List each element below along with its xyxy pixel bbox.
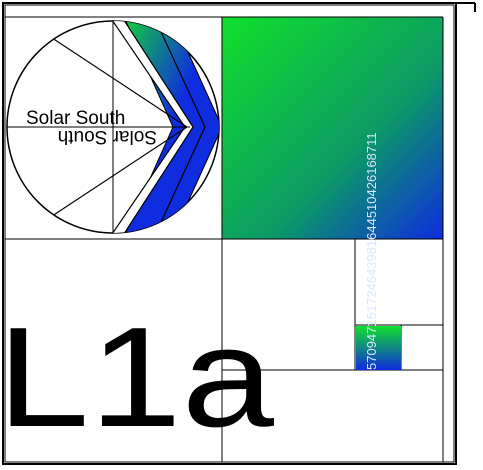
- mark-text: L1a: [0, 298, 274, 457]
- gradient-square: [222, 17, 443, 239]
- label-inverted: Solar South: [58, 126, 157, 147]
- serial-number: 570947151724643981644510426168711: [364, 132, 379, 370]
- gradient-small-square: [356, 326, 401, 370]
- label-upright: Solar South: [26, 108, 125, 129]
- compass-emblem: Solar South Solar South: [6, 20, 220, 234]
